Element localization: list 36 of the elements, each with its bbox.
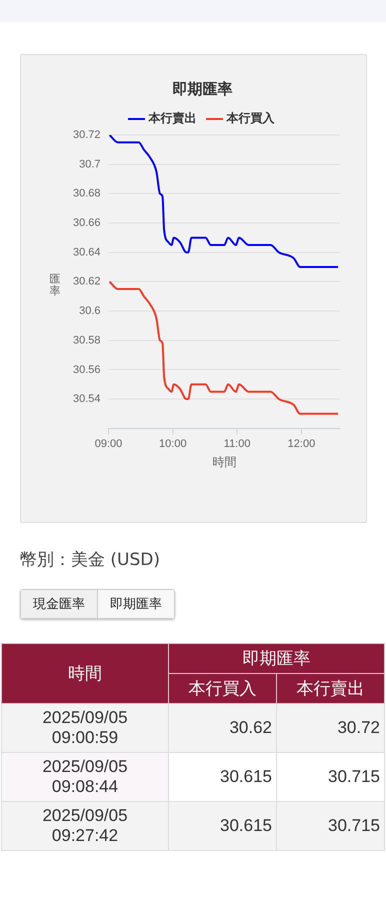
y-tick-label: 30.66 (72, 217, 101, 230)
legend-label: 本行賣出 (148, 111, 196, 126)
y-tick-label: 30.54 (72, 393, 101, 406)
category-label: 2025/09/05 09:00:59 (2, 704, 168, 752)
y-tick-label: 30.62 (72, 276, 101, 288)
text: 幣別：美金 (USD) (20, 549, 161, 571)
legend-label: 本行買入 (226, 111, 276, 126)
category-label: 2025/09/05 09:27:42 (2, 802, 168, 850)
series-label: 本行賣出 (276, 674, 384, 704)
data-label: 30.62 (168, 704, 276, 752)
y-tick-label: 30.6 (79, 305, 101, 318)
line-series (108, 135, 340, 268)
rate-tabs: 現金匯率 即期匯率 (20, 589, 175, 619)
y-axis-title: 匯率 (50, 272, 60, 298)
y-tick-label: 30.68 (72, 188, 101, 200)
data-label: 30.615 (168, 802, 276, 850)
y-tick-label: 30.64 (72, 246, 101, 258)
x-tick-label: 12:00 (288, 438, 316, 450)
x-tick-label: 10:00 (159, 438, 187, 450)
y-tick-label: 30.56 (72, 364, 101, 376)
data-label: 30.72 (276, 704, 384, 752)
category-label: 2025/09/05 09:08:44 (2, 752, 168, 802)
chart-title: 即期匯率 (172, 80, 232, 98)
series-label: 本行買入 (168, 674, 276, 704)
data-label: 30.715 (276, 802, 384, 850)
data-label: 30.615 (168, 752, 276, 802)
text: 時間 (2, 644, 168, 704)
y-tick-label: 30.58 (72, 334, 101, 346)
x-tick-label: 09:00 (94, 438, 122, 450)
y-tick-label: 30.72 (72, 129, 101, 142)
data-label: 30.715 (276, 752, 384, 802)
line-series (108, 280, 340, 415)
x-tick-label: 11:00 (224, 438, 250, 450)
text: 即期匯率 (168, 644, 384, 674)
y-tick-label: 30.7 (79, 158, 101, 170)
x-axis-title: 時間 (212, 455, 236, 470)
